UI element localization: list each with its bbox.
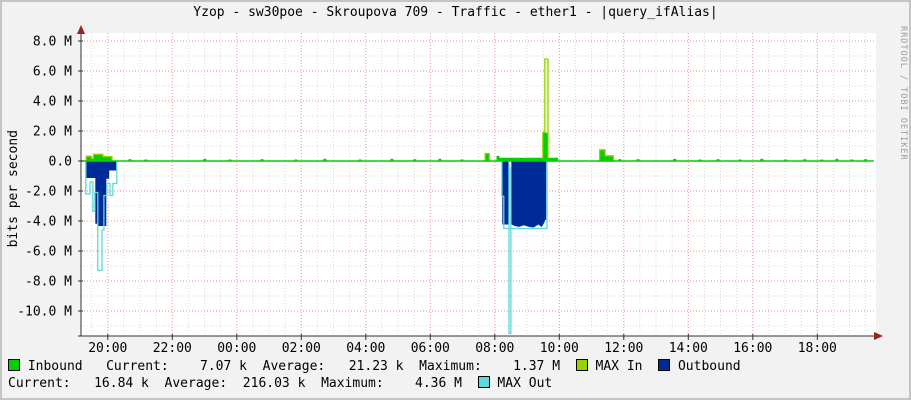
svg-text:8.0 M: 8.0 M <box>33 35 72 50</box>
inbound-minor-bump <box>228 159 232 161</box>
inbound-minor-bump <box>203 158 207 161</box>
svg-text:06:00: 06:00 <box>411 341 450 356</box>
legend-text: MAX Out <box>489 376 553 391</box>
svg-text:16:00: 16:00 <box>733 341 772 356</box>
inbound-minor-bump <box>413 159 417 161</box>
svg-text:18:00: 18:00 <box>798 341 837 356</box>
inbound-minor-bump <box>760 158 764 161</box>
y-axis-arrow-icon <box>77 25 85 34</box>
legend-text: Outbound <box>670 359 741 374</box>
inbound-minor-bump <box>820 159 824 161</box>
inbound-minor-bump <box>784 159 788 161</box>
legend-row-2: Current: 16.84 k Average: 216.03 k Maxim… <box>8 375 741 392</box>
svg-text:22:00: 22:00 <box>153 341 192 356</box>
inbound-minor-bump <box>636 159 640 161</box>
axes <box>77 25 883 340</box>
svg-text:-8.0 M: -8.0 M <box>25 275 72 290</box>
svg-text:20:00: 20:00 <box>88 341 127 356</box>
x-axis-arrow-icon <box>874 332 883 340</box>
legend-text: Current: 16.84 k Average: 216.03 k Maxim… <box>8 376 478 391</box>
inbound-minor-bump <box>864 159 868 161</box>
svg-text:4.0 M: 4.0 M <box>33 95 72 110</box>
inbound-minor-bump <box>128 159 132 161</box>
svg-text:0.0: 0.0 <box>49 155 72 170</box>
inbound-minor-bump <box>496 155 500 161</box>
inbound-minor-bump <box>850 159 854 161</box>
rrdtool-watermark: RRDTOOL / TOBI OETIKER <box>898 26 908 161</box>
svg-text:14:00: 14:00 <box>669 341 708 356</box>
inbound-minor-bump <box>390 158 394 161</box>
legend: Inbound Current: 7.07 k Average: 21.23 k… <box>8 358 741 392</box>
legend-row-1: Inbound Current: 7.07 k Average: 21.23 k… <box>8 358 741 375</box>
maxin-prespike-bump <box>484 152 490 162</box>
legend-swatch-maxout-icon <box>477 376 490 388</box>
svg-text:08:00: 08:00 <box>475 341 514 356</box>
inbound-minor-bump <box>673 158 677 161</box>
maxout-event1-outline <box>85 161 118 272</box>
inbound-minor-bump <box>438 158 442 161</box>
legend-swatch-inbound-icon <box>8 359 20 371</box>
grid-minor <box>81 33 876 336</box>
inbound-minor-bump <box>460 159 464 161</box>
svg-text:10:00: 10:00 <box>540 341 579 356</box>
inbound-minor-bump <box>835 158 839 161</box>
inbound-minor-bump <box>323 158 327 161</box>
inbound-minor-bump <box>144 159 148 161</box>
inbound-minor-bump <box>260 159 264 161</box>
inbound-minor-bump <box>738 159 742 161</box>
graph-title: Yzop - sw30poe - Skroupova 709 - Traffic… <box>193 5 718 20</box>
svg-text:04:00: 04:00 <box>346 341 385 356</box>
svg-text:-10.0 M: -10.0 M <box>17 305 72 320</box>
outbound-event2-main <box>511 160 547 228</box>
inbound-spike-solid <box>543 132 548 162</box>
legend-text: MAX In <box>587 359 659 374</box>
legend-swatch-maxin-icon <box>575 359 588 371</box>
inbound-minor-bump <box>716 159 720 161</box>
svg-text:6.0 M: 6.0 M <box>33 65 72 80</box>
maxout-event2-outline <box>501 161 548 230</box>
svg-text:-6.0 M: -6.0 M <box>25 245 72 260</box>
svg-text:02:00: 02:00 <box>282 341 321 356</box>
legend-text: Inbound Current: 7.07 k Average: 21.23 k… <box>20 359 576 374</box>
svg-text:00:00: 00:00 <box>217 341 256 356</box>
svg-text:-2.0 M: -2.0 M <box>25 185 72 200</box>
x-tick-labels: 20:00 22:00 00:00 02:00 04:00 06:00 08:00 10:00… <box>88 341 837 356</box>
inbound-minor-bump <box>294 159 298 161</box>
inbound-minor-bump <box>803 159 807 161</box>
maxin-event1-bumps <box>85 153 113 162</box>
inbound-minor-bump <box>618 159 622 161</box>
svg-text:12:00: 12:00 <box>604 341 643 356</box>
maxout-event2-spike <box>508 163 512 335</box>
inbound-minor-bump <box>358 159 362 161</box>
y-axis-label: bits per second <box>6 130 21 248</box>
y-tick-labels: 8.0 M 6.0 M 4.0 M 2.0 M 0.0 -2.0 M -4.0 M -6.0 … <box>17 35 72 320</box>
inbound-minor-bump <box>698 159 702 161</box>
outbound-event1 <box>86 160 117 226</box>
svg-text:2.0 M: 2.0 M <box>33 125 72 140</box>
legend-swatch-outbound-icon <box>658 359 671 371</box>
svg-text:-4.0 M: -4.0 M <box>25 215 72 230</box>
chart-series <box>81 58 874 335</box>
